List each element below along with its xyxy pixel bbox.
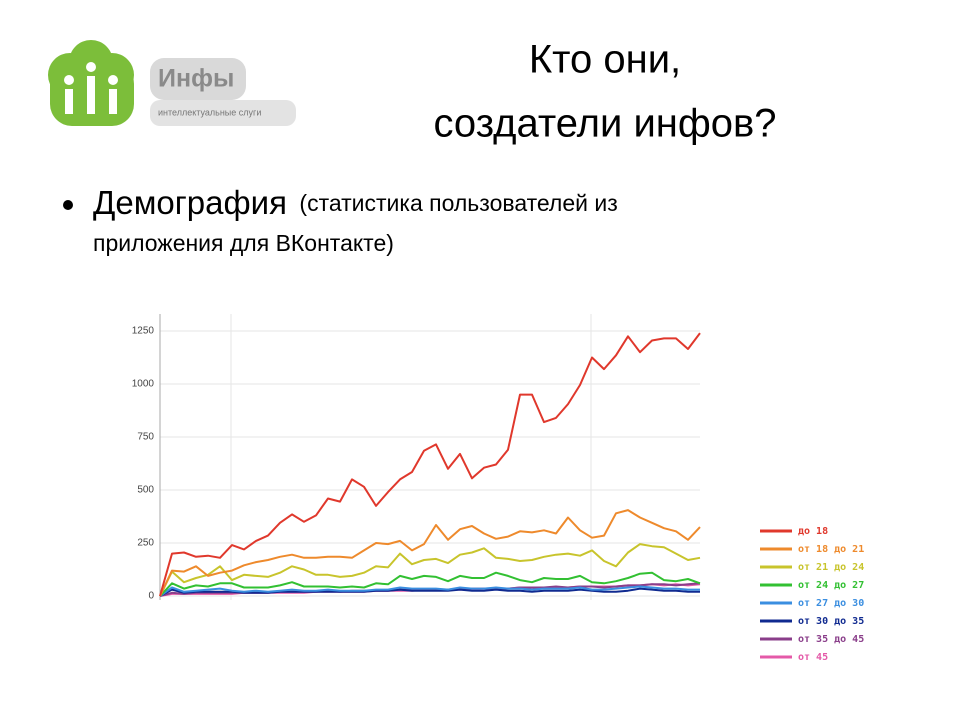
legend-label: от 30 до 35 [798, 616, 864, 627]
logo-dot [86, 62, 96, 72]
legend-label: от 45 [798, 652, 828, 663]
legend-label: от 27 до 30 [798, 598, 864, 609]
logo-tagline: интеллектуальные слуги [158, 107, 261, 117]
logo-stem [65, 89, 73, 114]
legend-label: от 24 до 27 [798, 580, 864, 591]
logo-dot [64, 75, 74, 85]
series-line [159, 585, 700, 597]
slide-title: создатели инфов? [433, 102, 776, 146]
y-tick-label: 1000 [132, 379, 155, 390]
logo-name: Инфы [158, 65, 234, 93]
logo-stem [109, 89, 117, 114]
bullet-rest: (статистика пользователей из [299, 190, 617, 216]
legend-label: от 35 до 45 [798, 634, 864, 645]
bullet-text: Демография (статистика пользователей из [93, 184, 618, 221]
series-line [159, 587, 700, 597]
chart: 0 250 500 750 1000 1250 до 18 от 18 до 21 от 21 … [132, 314, 864, 663]
bullet-dot [63, 200, 73, 210]
logo: Инфы интеллектуальные слуги [48, 40, 296, 126]
logo-badge [150, 100, 296, 126]
series-line [159, 332, 701, 597]
y-tick-label: 1250 [132, 326, 155, 337]
logo-stem [87, 76, 95, 114]
y-tick-label: 250 [137, 538, 154, 549]
y-tick-label: 500 [137, 485, 154, 496]
series-line [159, 543, 701, 597]
logo-dot [108, 75, 118, 85]
legend-label: от 18 до 21 [798, 544, 864, 555]
legend-label: от 21 до 24 [798, 562, 864, 573]
plot-area [160, 314, 700, 604]
y-tick-label: 750 [137, 432, 154, 443]
slide-title: Кто они, [529, 38, 681, 82]
series-line [159, 571, 701, 597]
y-tick-label: 0 [148, 591, 154, 602]
bullet-head: Демография [93, 184, 287, 221]
bullet-rest: приложения для ВКонтакте) [93, 230, 394, 256]
logo-badge [150, 58, 246, 100]
legend-label: до 18 [798, 526, 828, 537]
series-line [159, 509, 701, 597]
